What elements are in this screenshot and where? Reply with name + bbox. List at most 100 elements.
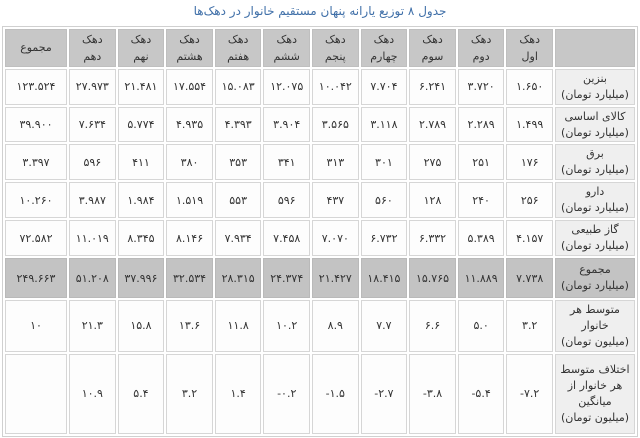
cell-value: ۱۰.۰۴۲ bbox=[318, 80, 352, 94]
cell-value: ۴.۹۳۵ bbox=[175, 118, 204, 131]
value-cell-decile-10: ۳.۹۸۷ bbox=[69, 182, 116, 219]
header-col-10: دهک دهم bbox=[69, 28, 116, 67]
value-cell-decile-7: ۴.۳۹۳ bbox=[214, 106, 262, 143]
header-line2: دوم bbox=[472, 49, 490, 63]
cell-value: ۲۱.۳ bbox=[81, 319, 103, 333]
table-head: دهک اول دهک دوم دهک سوم دهک چهارم دهک پنجم دهک ششم د… bbox=[5, 28, 635, 67]
row-label-text: کالای اساسی bbox=[564, 109, 626, 123]
cell-value: ۱۷۶ bbox=[520, 155, 539, 169]
cell-value: ۲۱.۴۸۱ bbox=[124, 80, 158, 94]
cell-value: ۳.۳۹۷ bbox=[22, 155, 50, 169]
value-cell-decile-1: ۱.۶۵۰ bbox=[506, 68, 553, 105]
cell-value: ۱۸.۴۱۵ bbox=[367, 271, 401, 285]
value-cell-decile-1: -۷.۲ bbox=[506, 353, 553, 434]
cell-value: ۳.۷۲۰ bbox=[467, 80, 495, 94]
value-cell-decile-4: ۷.۷۰۴ bbox=[360, 68, 408, 105]
header-line1: دهک bbox=[470, 32, 492, 46]
value-cell-decile-9: ۱۵.۸ bbox=[117, 300, 165, 352]
value-cell-decile-7: ۲۸.۳۱۵ bbox=[214, 258, 262, 299]
row-label-text: اختلاف متوسط هر خانوار از میانگین bbox=[560, 363, 630, 408]
value-cell-decile-10: ۵۱.۲۰۸ bbox=[69, 258, 116, 299]
value-cell-decile-2: ۳.۷۲۰ bbox=[457, 68, 505, 105]
value-cell-decile-10: ۲۱.۳ bbox=[69, 300, 116, 352]
value-cell-decile-4: ۳۰۱ bbox=[360, 144, 408, 181]
value-cell-decile-4: ۳.۱۱۸ bbox=[360, 106, 408, 143]
cell-value: -۱.۵ bbox=[325, 387, 345, 401]
value-cell-decile-7: ۱۵.۰۸۳ bbox=[214, 68, 262, 105]
header-line1: دهک bbox=[130, 32, 152, 46]
value-cell-decile-5: ۷.۰۷۰ bbox=[312, 220, 359, 257]
value-cell-decile-6: ۳۴۱ bbox=[263, 144, 311, 181]
row-label-text: متوسط هر خانوار bbox=[570, 303, 620, 332]
total-value-cell bbox=[5, 353, 67, 434]
row-label: مجموع (میلیارد تومان) bbox=[555, 258, 635, 299]
row-label-text: مجموع bbox=[579, 263, 611, 277]
cell-value: -۷.۲ bbox=[520, 387, 540, 401]
corner-cell bbox=[555, 28, 635, 67]
cell-value: ۱۲۳.۵۲۴ bbox=[16, 80, 56, 94]
value-cell-decile-2: ۱۱.۸۸۹ bbox=[457, 258, 505, 299]
total-value-cell: ۱۲۳.۵۲۴ bbox=[5, 68, 67, 105]
value-cell-decile-4: ۵۶۰ bbox=[360, 182, 408, 219]
cell-value: ۶.۳۳۲ bbox=[418, 231, 447, 245]
value-cell-decile-6: ۵۹۶ bbox=[263, 182, 311, 219]
cell-value: ۳۹.۹۰۰ bbox=[19, 118, 53, 131]
cell-value: ۷.۹۳۴ bbox=[224, 231, 252, 245]
value-cell-decile-3: ۲۷۵ bbox=[409, 144, 456, 181]
value-cell-decile-1: ۷.۷۳۸ bbox=[506, 258, 553, 299]
value-cell-decile-9: ۳۷.۹۹۶ bbox=[117, 258, 165, 299]
header-col-3: دهک سوم bbox=[409, 28, 456, 67]
cell-value: ۱۱.۸ bbox=[227, 319, 249, 333]
row-label: کالای اساسی (میلیارد تومان) bbox=[555, 106, 635, 143]
row-label-text: برق bbox=[586, 147, 604, 161]
value-cell-decile-10: ۵۹۶ bbox=[69, 144, 116, 181]
cell-value: ۳۵۳ bbox=[229, 155, 247, 169]
page-title: جدول ۸ توزیع یارانه پنهان مستقیم خانوار … bbox=[193, 4, 447, 18]
cell-value: ۵۶۰ bbox=[375, 193, 393, 207]
cell-value: ۷.۷ bbox=[376, 319, 392, 333]
value-cell-decile-8: ۱۳.۶ bbox=[166, 300, 213, 352]
cell-value: ۲۵۱ bbox=[472, 155, 490, 169]
cell-value: ۸.۹ bbox=[327, 319, 343, 333]
row-label: دارو (میلیارد تومان) bbox=[555, 182, 635, 219]
cell-value: ۱.۴ bbox=[230, 387, 246, 401]
cell-value: ۵۱.۲۰۸ bbox=[75, 271, 109, 285]
cell-value: ۳.۹۰۴ bbox=[273, 118, 301, 131]
value-cell-decile-9: ۱.۹۸۴ bbox=[117, 182, 165, 219]
cell-value: ۴.۳۹۳ bbox=[224, 118, 252, 131]
value-cell-decile-5: ۱۰.۰۴۲ bbox=[312, 68, 359, 105]
cell-value: ۲۴۹.۶۶۳ bbox=[16, 271, 56, 285]
row-label: برق (میلیارد تومان) bbox=[555, 144, 635, 181]
cell-value: ۸.۳۴۵ bbox=[127, 231, 155, 245]
row-label-unit: (میلیارد تومان) bbox=[561, 163, 629, 177]
cell-value: ۳.۵۶۵ bbox=[321, 118, 349, 131]
value-cell-decile-3: ۶.۳۳۲ bbox=[409, 220, 456, 257]
cell-value: ۱.۵۱۹ bbox=[175, 193, 204, 207]
value-cell-decile-8: ۸.۱۴۶ bbox=[166, 220, 213, 257]
value-cell-decile-6: ۷.۴۵۸ bbox=[263, 220, 311, 257]
header-line2: ششم bbox=[273, 49, 300, 63]
value-cell-decile-3: -۳.۸ bbox=[409, 353, 456, 434]
header-line1: دهک bbox=[325, 32, 346, 46]
header-line2: سوم bbox=[421, 49, 444, 63]
cell-value: ۱۵.۰۸۳ bbox=[221, 80, 255, 94]
value-cell-decile-7: ۱.۴ bbox=[214, 353, 262, 434]
cell-value: ۵.۰ bbox=[473, 319, 489, 333]
value-cell-decile-4: ۷.۷ bbox=[360, 300, 408, 352]
header-line2: چهارم bbox=[370, 49, 398, 63]
cell-value: ۷.۶۳۴ bbox=[78, 118, 106, 131]
value-cell-decile-8: ۴.۹۳۵ bbox=[166, 106, 213, 143]
value-cell-decile-10: ۱۰.۹ bbox=[69, 353, 116, 434]
cell-value: ۷۲.۵۸۲ bbox=[19, 231, 53, 245]
header-line2: دهم bbox=[83, 49, 102, 63]
value-cell-decile-3: ۱۵.۷۶۵ bbox=[409, 258, 456, 299]
table-row-2: کالای اساسی (میلیارد تومان) ۱.۴۹۹ ۲.۲۸۹ ۲.۷۸… bbox=[5, 106, 635, 143]
value-cell-decile-3: ۶.۶ bbox=[409, 300, 456, 352]
cell-value: ۱.۴۹۹ bbox=[516, 118, 544, 131]
cell-value: ۵۹۶ bbox=[83, 155, 102, 169]
cell-value: ۵۵۳ bbox=[229, 193, 247, 207]
value-cell-decile-2: ۵.۰ bbox=[457, 300, 505, 352]
value-cell-decile-9: ۸.۳۴۵ bbox=[117, 220, 165, 257]
total-value-cell: ۱۰.۲۶۰ bbox=[5, 182, 67, 219]
row-label-unit: (میلیون تومان) bbox=[560, 334, 630, 348]
